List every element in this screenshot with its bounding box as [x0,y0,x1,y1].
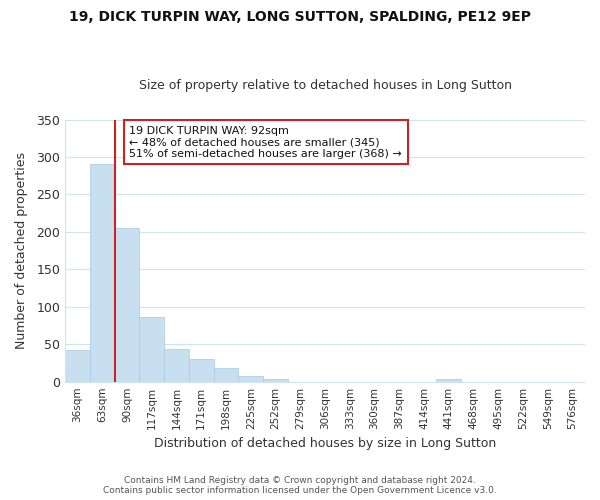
Bar [189,359,214,382]
Bar [65,350,90,382]
Bar [238,376,263,382]
Bar [139,316,164,382]
Y-axis label: Number of detached properties: Number of detached properties [15,152,28,349]
Text: 19, DICK TURPIN WAY, LONG SUTTON, SPALDING, PE12 9EP: 19, DICK TURPIN WAY, LONG SUTTON, SPALDI… [69,10,531,24]
Bar [263,378,288,382]
Title: Size of property relative to detached houses in Long Sutton: Size of property relative to detached ho… [139,79,512,92]
X-axis label: Distribution of detached houses by size in Long Sutton: Distribution of detached houses by size … [154,437,496,450]
Bar [214,368,238,382]
Text: 19 DICK TURPIN WAY: 92sqm
← 48% of detached houses are smaller (345)
51% of semi: 19 DICK TURPIN WAY: 92sqm ← 48% of detac… [130,126,402,158]
Bar [164,348,189,382]
Bar [436,380,461,382]
Bar [90,164,115,382]
Bar [115,228,139,382]
Text: Contains HM Land Registry data © Crown copyright and database right 2024.
Contai: Contains HM Land Registry data © Crown c… [103,476,497,495]
